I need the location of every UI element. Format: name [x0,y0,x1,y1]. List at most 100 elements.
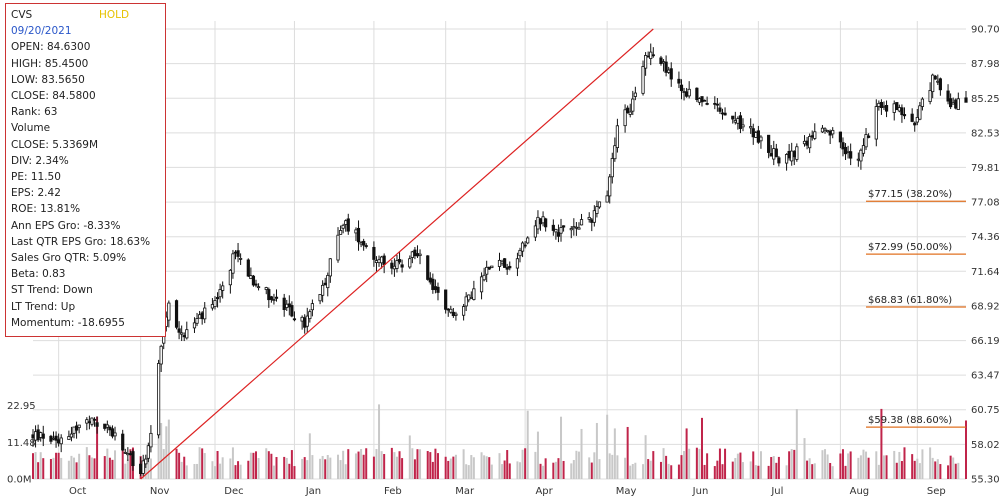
volume-bar [721,464,724,479]
candle [87,415,91,430]
candle [536,210,540,235]
volume-bar [111,459,114,479]
candle [108,425,112,436]
volume-bar [221,457,224,479]
candle [523,240,527,249]
candle [738,112,743,134]
volume-bar [539,463,542,479]
volume-bar [288,463,291,479]
candle [702,99,707,102]
candle [792,150,796,166]
volume-bar [106,448,109,479]
last-qtr-eps-growth: Last QTR EPS Gro: 18.63% [11,235,151,248]
candle [354,227,358,241]
volume-bar [380,451,383,479]
volume-bar [275,457,278,479]
candle [156,359,161,439]
volume-bar [685,428,688,479]
candle [805,136,809,150]
candle [228,268,232,294]
volume-bar [124,463,127,479]
month-tick-label: Jul [770,486,783,497]
candle [159,344,163,372]
volume-bar [454,454,457,479]
candle [167,300,171,328]
volume-bar [506,450,509,479]
volume-bar [552,462,555,479]
volume-bar [524,448,527,479]
volume-bar [649,460,652,479]
volume-bar [588,457,591,479]
candle [641,60,645,96]
candle [305,307,309,333]
trendline [140,28,654,480]
volume-bar [757,465,760,479]
volume-bar [347,449,350,479]
candle [579,213,584,226]
volume-bar [913,460,916,479]
candle [644,52,648,76]
candle [141,454,145,476]
volume-bar [267,451,270,479]
candle [215,292,220,308]
candle [902,107,907,120]
candle [362,238,366,251]
close-value: CLOSE: 84.5800 [11,90,96,103]
volume-bar [759,451,762,479]
candle [413,246,417,260]
volume-bar [560,416,563,479]
candle [931,73,935,99]
candle [500,259,504,266]
volume-bar [326,455,329,479]
candle [705,96,709,106]
volume-bar [821,450,824,479]
volume-bar [616,455,619,479]
volume-bar [683,450,686,479]
volume-bar [629,465,632,479]
volume-bar [70,455,73,479]
volume-bar [211,461,214,479]
volume-bar [593,452,596,479]
candle [203,302,207,324]
gridlines [33,21,966,480]
candle [121,429,125,452]
candle [326,272,330,297]
fib-level-label: $68.83 (61.80%) [868,295,952,306]
volume-bar [936,459,939,479]
volume-bar [880,408,883,479]
candle [185,321,189,340]
candle [323,277,327,286]
candle [410,250,414,264]
month-tick-label: Jan [305,486,321,497]
candle [503,258,507,268]
candle [210,298,215,311]
candle [861,138,866,157]
volume-bar [34,452,37,479]
price-tick-label: 85.25 [971,94,999,105]
volume-bar [670,465,673,479]
volume-bar [957,462,960,479]
candle [900,104,904,123]
volume-bar [680,455,683,479]
candle [954,98,958,110]
candle [292,311,297,322]
candle [123,448,127,455]
volume-bar [895,462,898,479]
price-tick-label: 63.47 [971,371,999,382]
candle [813,123,817,141]
candle [344,219,348,232]
candle [731,115,735,124]
candle [613,137,617,162]
candle [174,299,179,330]
candle [433,279,438,294]
volume-bar [57,452,60,479]
open-value: OPEN: 84.6300 [11,41,91,54]
trendline-layer [140,28,654,480]
candle [408,255,412,269]
candle [715,97,719,112]
candle [464,292,468,311]
volume-bar [575,450,578,479]
volume-tick-label: 22.95 [7,401,36,412]
price-tick-label: 82.53 [971,128,999,139]
info-panel: CVS HOLD 09/20/2021 OPEN: 84.6300 HIGH: 8… [5,3,166,337]
